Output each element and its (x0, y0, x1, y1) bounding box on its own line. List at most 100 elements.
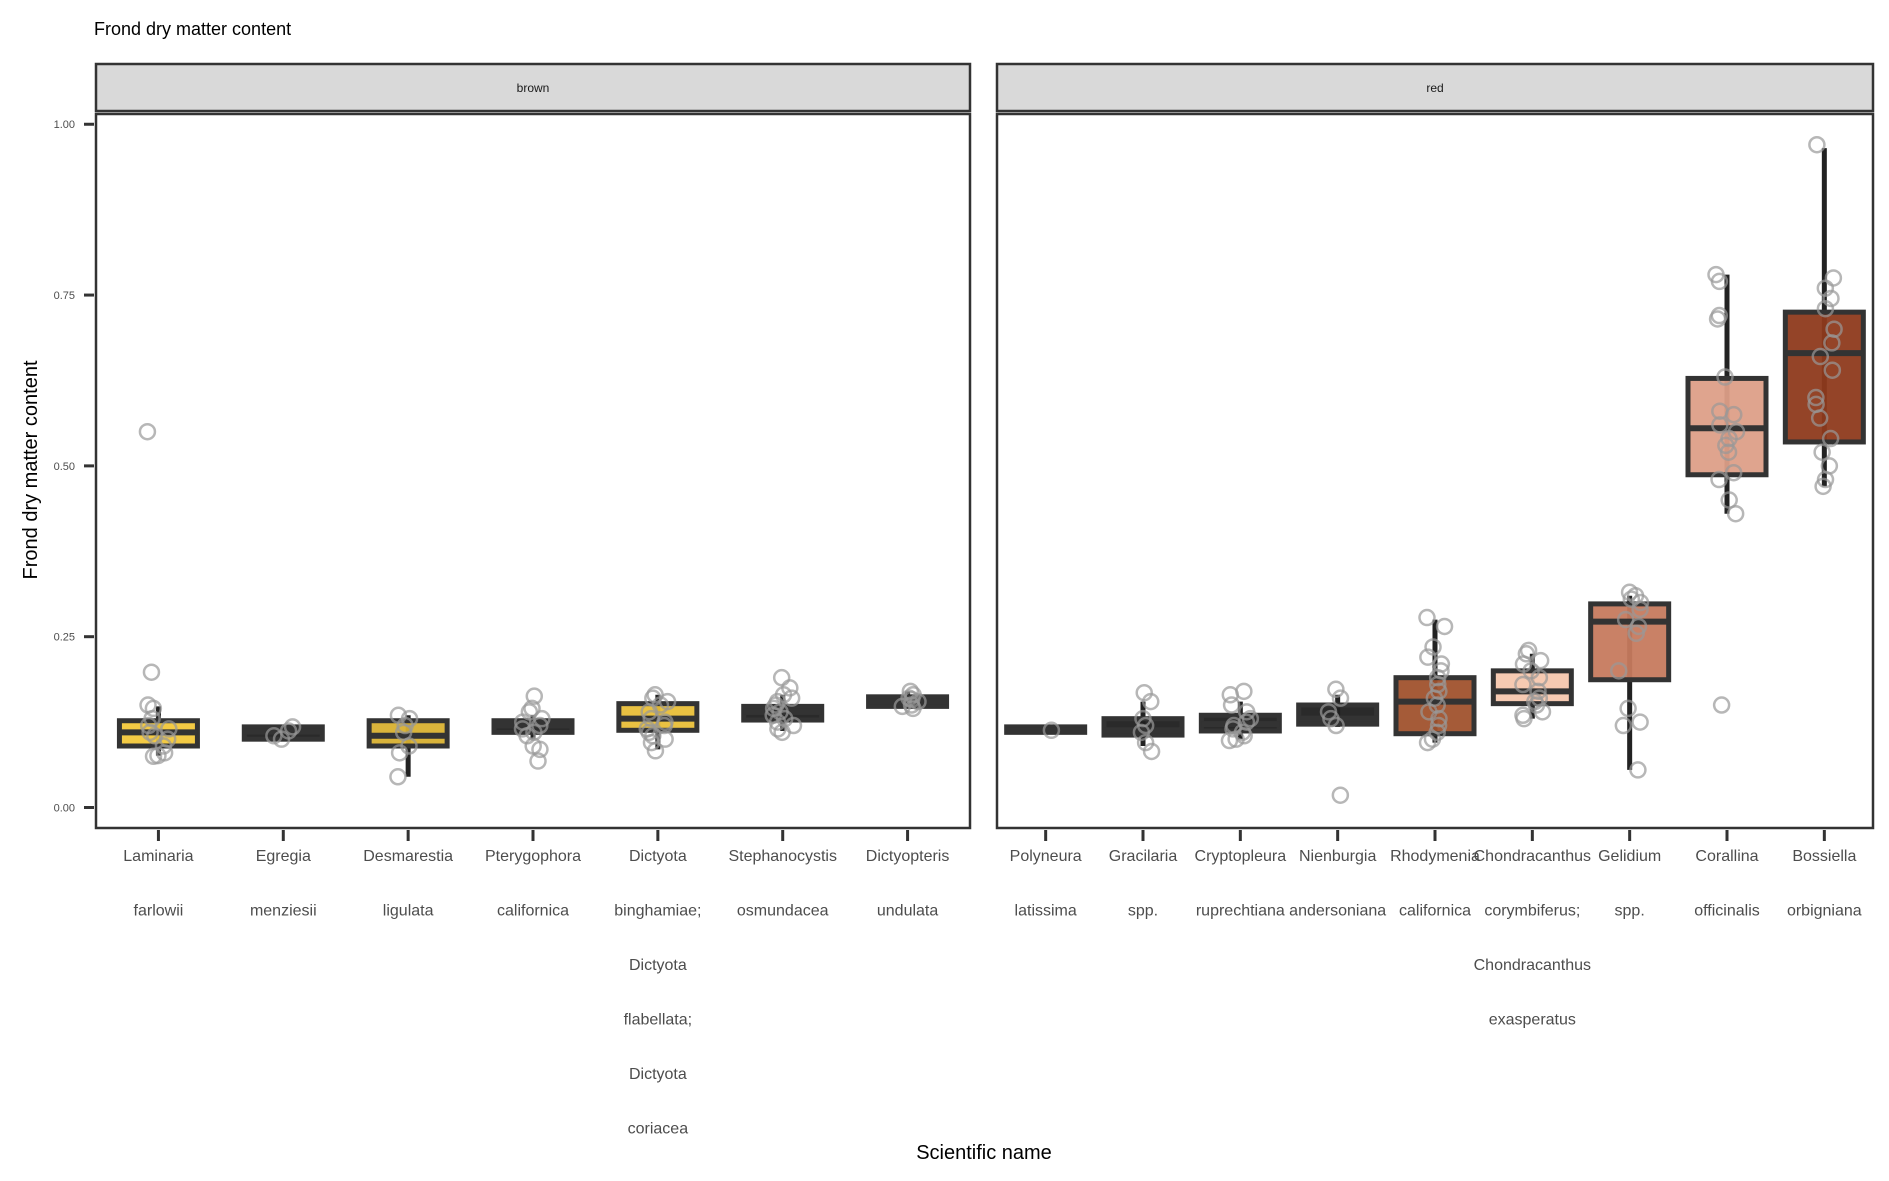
data-point (1816, 299, 1835, 318)
data-point (1813, 443, 1831, 461)
x-tick-label: Desmarestia ligulata (363, 848, 453, 920)
data-point (1622, 590, 1641, 608)
y-tick-label: 0.75 (54, 290, 75, 302)
data-point (1810, 409, 1829, 427)
data-point (1221, 686, 1240, 704)
data-point (904, 699, 922, 718)
data-point (773, 723, 791, 742)
data-point (1716, 368, 1734, 386)
box-group (1296, 680, 1380, 804)
data-point (396, 716, 414, 735)
data-point (1142, 742, 1161, 761)
box-group (1782, 135, 1866, 496)
box-group (1490, 641, 1574, 728)
x-tick-label: Gelidium spp. (1598, 848, 1661, 920)
data-point (160, 720, 178, 738)
x-tick-label: Stephanocystis osmundacea (728, 848, 837, 920)
data-point (642, 733, 661, 752)
data-point (1631, 593, 1650, 612)
x-tick-label: Pterygophora californica (485, 848, 581, 920)
data-point (1419, 648, 1437, 666)
box-group (1588, 583, 1672, 779)
plot-title: Frond dry matter content (94, 19, 291, 39)
x-tick-label: Chondracanthus corymbiferus; Chondracanthu… (1474, 848, 1591, 1029)
data-point (640, 723, 658, 742)
marks-brown: Laminaria farlowii Egregia menziesii Desmare… (116, 422, 950, 1138)
data-point (1627, 624, 1645, 643)
data-point (1724, 405, 1743, 424)
y-tick-label: 0.00 (54, 803, 75, 815)
data-point (1220, 731, 1239, 750)
y-axis: 0.00 0.25 0.50 0.75 1.00 (54, 119, 94, 815)
data-point (1222, 696, 1241, 714)
data-point (1331, 689, 1350, 707)
data-point (1710, 272, 1729, 291)
data-point (1710, 470, 1728, 489)
data-point (1822, 289, 1840, 308)
panel-border-red (995, 112, 1875, 830)
data-point (525, 687, 544, 705)
data-point (1132, 723, 1151, 742)
data-point (1514, 675, 1532, 694)
data-point (1811, 347, 1830, 366)
data-point (1136, 733, 1155, 752)
x-tick-label: Polyneura latissima (1010, 848, 1082, 920)
data-point (893, 697, 912, 716)
data-point (1418, 608, 1436, 627)
data-point (640, 703, 658, 721)
strip-label-red: red (1426, 81, 1443, 95)
data-point (1631, 600, 1649, 619)
data-point (1141, 692, 1160, 711)
data-point (389, 768, 407, 786)
data-point (283, 718, 302, 736)
data-point (529, 752, 547, 770)
x-axis-title: Scientific name (916, 1142, 1052, 1164)
box-group (741, 668, 825, 742)
data-point (1609, 662, 1628, 680)
marks-red: Polyneura latissima Gracilaria spp.Cryptopl… (1004, 135, 1866, 1029)
data-point (1807, 388, 1825, 407)
box-group (1393, 608, 1477, 752)
strip-red (995, 62, 1875, 113)
data-point (1517, 645, 1536, 663)
data-point (141, 723, 159, 742)
y-tick-label: 1.00 (54, 119, 75, 131)
data-point (1042, 721, 1061, 740)
data-point (1331, 786, 1350, 804)
data-point (1708, 310, 1727, 328)
box-group (616, 686, 700, 760)
panel-border-brown (94, 112, 972, 830)
data-point (1533, 703, 1552, 721)
y-tick-label: 0.25 (54, 632, 75, 644)
data-point (1435, 617, 1454, 636)
data-point (1720, 491, 1738, 509)
data-point (272, 730, 291, 748)
data-point (138, 422, 157, 441)
data-point (1808, 135, 1826, 154)
data-point (144, 747, 163, 766)
data-point (144, 699, 163, 718)
panel-brown: brown Laminaria farlowii Egregia menziesii D… (94, 62, 972, 1138)
y-tick-label: 0.50 (54, 461, 75, 473)
x-tick-label: Laminaria farlowii (123, 848, 193, 920)
x-tick-label: Bossiella orbigniana (1787, 848, 1862, 920)
data-point (154, 737, 173, 755)
x-tick-label: Gracilaria spp. (1109, 848, 1178, 920)
box-group (1685, 265, 1769, 714)
data-point (1821, 429, 1840, 448)
strip-brown (94, 62, 972, 113)
data-point (1227, 730, 1245, 748)
data-point (655, 716, 674, 735)
x-tick-label: Dictyota binghamiae; Dictyota flabellata; Di… (614, 848, 701, 1138)
box-group (866, 682, 950, 718)
data-point (390, 744, 409, 762)
data-point (1614, 716, 1633, 735)
panel-red: red Polyneura latissima Gracilaria spp.Cryp… (995, 62, 1875, 1029)
data-point (1814, 477, 1832, 496)
data-point (523, 699, 541, 718)
box-group (241, 718, 325, 748)
data-point (1824, 269, 1843, 287)
data-point (1531, 651, 1550, 670)
box-group (1004, 721, 1088, 740)
